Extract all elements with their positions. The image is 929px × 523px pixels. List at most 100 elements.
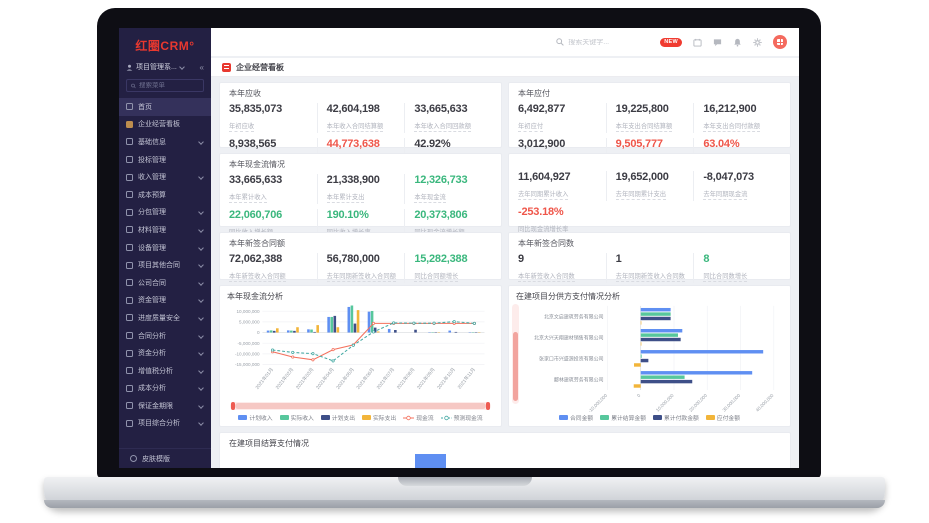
stat: 15,282,388 同比合同额增长 [404,253,492,283]
workspace-selector[interactable]: 项目管理系... « [119,62,211,72]
sidebar-item-label: 材料管理 [138,226,166,234]
chart-title: 在建项目结算支付情况 [229,439,309,448]
dashboard-icon [126,120,133,128]
svg-text:40,000,000: 40,000,000 [755,393,775,412]
stat: 9 本年新签收入合同数 [518,253,606,283]
legend-item[interactable]: 累计结算金额 [600,413,646,422]
sidebar-item[interactable]: 企业经营看板 [119,116,211,134]
stat-value: 3,012,900 [518,138,566,150]
chart-legend: 合同金额 累计结算金额 累计付款金额 应付金额 [516,412,783,423]
sidebar-search[interactable] [126,79,204,92]
stat-card-title: 本年现金流情况 [229,160,285,169]
search-icon [556,38,565,46]
legend-label: 实际收入 [290,416,314,422]
sidebar-item-skin-template[interactable]: 皮肤模版 [119,448,211,468]
sidebar-item[interactable]: 进度质量安全 [119,309,211,327]
sidebar-item-label: 投标管理 [138,156,166,164]
sidebar-item[interactable]: 资金管理 [119,292,211,310]
sidebar-item-label: 成本分析 [138,385,166,393]
stat-card: 本年应收 35,835,073 年初应收 42,604,198 本年收入合同结算… [219,82,502,168]
legend-item[interactable]: 实际收入 [279,413,314,422]
sidebar-item[interactable]: 成本分析 [119,380,211,398]
sidebar-item[interactable]: 保证金期限 [119,397,211,415]
sidebar-item[interactable]: 设备管理 [119,239,211,257]
stat-card-title: 本年新签合同额 [229,239,285,248]
legend-label: 实际支出 [373,416,397,422]
stat-card: 11,604,927 去年同期累计收入 19,652,000 去年同期累计支出 … [508,153,791,235]
bell-icon[interactable] [733,38,742,47]
message-icon[interactable] [713,38,722,47]
stat-label: 本年累计收入 [229,194,267,203]
stat-value: 12,326,733 [414,174,468,186]
stat-card-title: 本年应收 [229,89,261,98]
sidebar-search-input[interactable] [139,82,199,89]
svg-text:-15,000,000: -15,000,000 [235,362,260,367]
stat-label: 去年同期累计支出 [615,191,667,200]
legend-item[interactable]: 计划支出 [320,413,355,422]
sidebar-item[interactable]: 投标管理 [119,151,211,169]
home-icon [126,103,133,111]
sidebar-item[interactable]: 材料管理 [119,221,211,239]
legend-label: 合同金额 [570,416,594,422]
legend-item[interactable]: 累计付款金额 [653,413,699,422]
sidebar-item[interactable]: 项目综合分析 [119,415,211,433]
chevron-down-icon [198,350,204,356]
stat: 1 去年同期新签收入合同数 [605,253,694,283]
legend-item[interactable]: 计划收入 [238,413,273,422]
chevron-down-icon [198,297,204,304]
stat-value: 8,938,565 [229,138,277,150]
sidebar-item[interactable]: 公司合同 [119,274,211,292]
folder-icon [126,226,133,234]
chevron-down-icon [179,64,185,70]
new-badge: NEW [660,37,682,47]
sidebar-item-label: 保证金期限 [138,402,173,410]
legend-item[interactable]: 实际支出 [362,413,396,422]
bar-segment [415,454,446,468]
sidebar-item[interactable]: 首页 [119,98,211,116]
stat-value: 19,225,800 [615,103,669,115]
stat-label: 本年新签收入合同额 [229,273,286,282]
sidebar-item[interactable]: 收入管理 [119,168,211,186]
sidebar-item[interactable]: 合同分析 [119,327,211,345]
user-avatar[interactable] [773,35,787,49]
stat: 42,604,198 本年收入合同结算额 [316,103,405,133]
svg-text:-5,000,000: -5,000,000 [238,341,260,346]
stat: 35,835,073 年初应收 [229,103,317,133]
sidebar-item[interactable]: 基础信息 [119,133,211,151]
stat: 16,212,900 本年支出合同付款额 [693,103,781,133]
dashboard-icon [222,62,231,72]
stat-value: 22,060,706 [229,209,283,221]
stat-label: 去年同期新签收入合同额 [326,273,396,282]
legend-item[interactable]: 应付金额 [705,413,740,422]
svg-text:2021年02月: 2021年02月 [274,366,295,390]
sidebar-item[interactable]: 分包管理 [119,204,211,222]
legend-item[interactable]: 预测现金流 [440,413,483,422]
sidebar-item-label: 增值税分析 [138,367,173,375]
stat-label: 本年收入合同回款额 [414,123,471,132]
calendar-icon[interactable] [693,38,702,47]
chevron-down-icon [198,209,204,216]
sidebar-item[interactable]: 成本预算 [119,186,211,204]
legend-item[interactable]: 现金流 [403,413,434,422]
user-icon [126,64,133,71]
collapse-sidebar-icon[interactable]: « [199,62,204,72]
folder-icon [126,208,133,216]
legend-item[interactable]: 合同金额 [559,413,593,422]
sidebar-item-label: 分包管理 [138,209,166,217]
stat-value: 35,835,073 [229,103,283,115]
stat-card: 本年新签合同额 72,062,388 本年新签收入合同额 56,780,000 … [219,232,502,283]
global-search-input[interactable] [568,38,647,46]
sidebar-item[interactable]: 增值税分析 [119,362,211,380]
gear-icon[interactable] [753,37,762,47]
stat-value: 190.10% [326,209,369,221]
data-zoom-slider-vertical[interactable] [512,304,519,404]
sidebar-item[interactable]: 资金分析 [119,344,211,362]
stat-value: 9,505,777 [615,138,663,150]
chevron-down-icon [198,315,204,321]
global-search[interactable] [556,38,647,46]
sidebar-item-label: 基础信息 [138,138,166,146]
data-zoom-slider[interactable] [230,402,491,410]
stat: 33,665,633 本年累计收入 [229,174,317,204]
svg-text:2021年01月: 2021年01月 [254,366,275,390]
sidebar-item[interactable]: 项目其他合同 [119,256,211,274]
